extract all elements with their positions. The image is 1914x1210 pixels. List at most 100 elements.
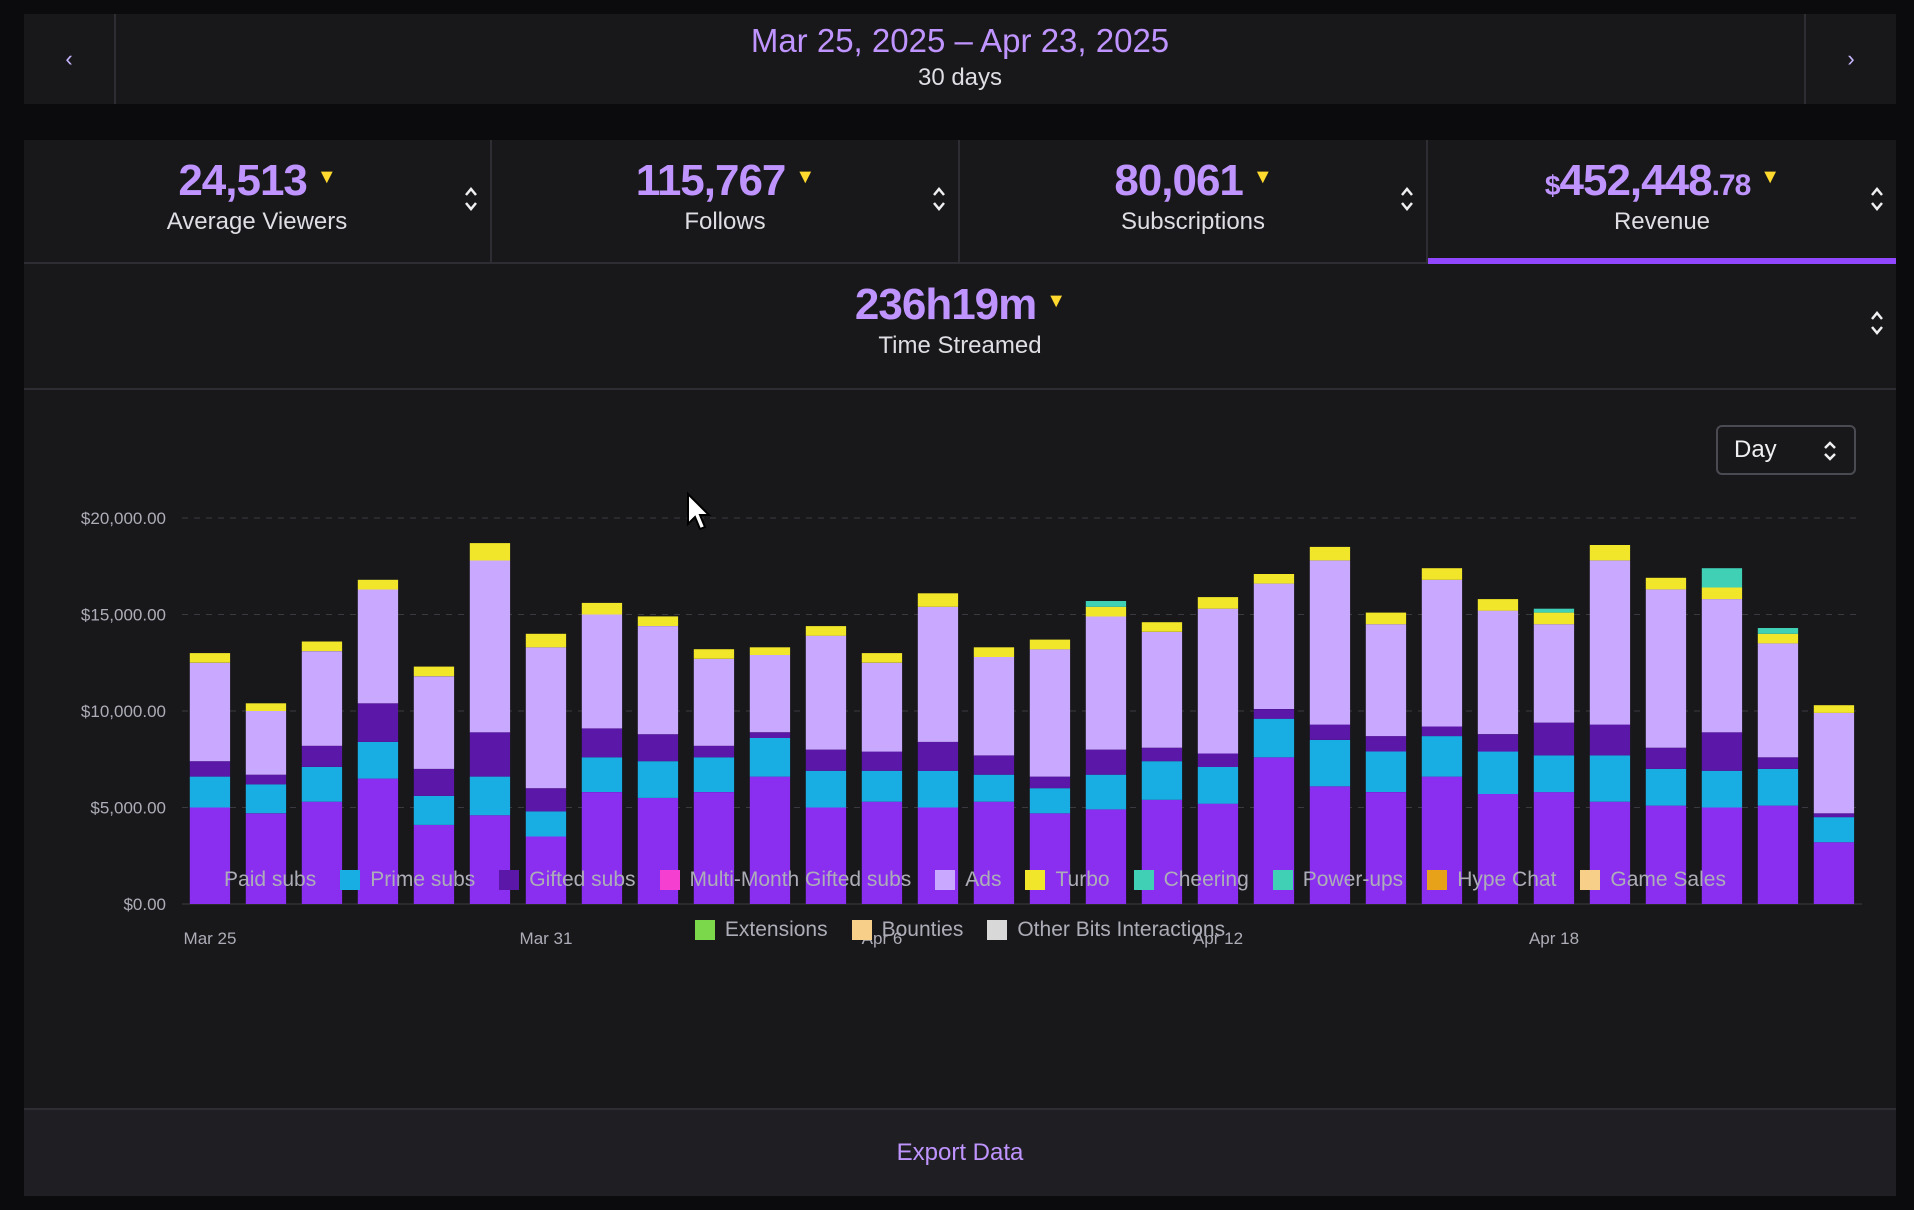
bar-segment xyxy=(1141,622,1183,632)
legend-swatch xyxy=(194,870,215,890)
legend-item[interactable]: Other Bits Interactions xyxy=(987,918,1225,942)
bar-segment xyxy=(1813,712,1855,814)
legend-label: Paid subs xyxy=(224,868,317,891)
bar-segment xyxy=(1197,803,1239,904)
stat-revenue[interactable]: $452,448.78 ▼ Revenue xyxy=(1428,140,1896,264)
caret-down-icon: ▼ xyxy=(795,166,815,188)
bar-segment xyxy=(1813,842,1855,904)
bar-segment xyxy=(357,741,399,779)
legend-item[interactable]: Extensions xyxy=(694,918,828,942)
bar-segment xyxy=(749,776,791,904)
stat-average-viewers[interactable]: 24,513 ▼ Average Viewers xyxy=(24,140,492,262)
bar-segment xyxy=(973,657,1015,756)
sort-icon[interactable] xyxy=(1870,308,1884,338)
bar-segment xyxy=(1813,813,1855,818)
legend-item[interactable]: Ads xyxy=(935,868,1001,892)
bar-segment xyxy=(1421,726,1463,737)
bar-segment xyxy=(693,649,735,659)
sort-icon[interactable] xyxy=(464,184,478,214)
legend-item[interactable]: Paid subs xyxy=(194,868,316,892)
bar-segment xyxy=(1589,545,1631,561)
bar-segment xyxy=(245,711,287,775)
sort-icon[interactable] xyxy=(932,184,946,214)
stat-label: Follows xyxy=(684,208,766,235)
legend-item[interactable]: Bounties xyxy=(851,918,964,942)
sort-icon[interactable] xyxy=(1400,184,1414,214)
bar-segment xyxy=(805,749,847,771)
bar-segment xyxy=(973,801,1015,904)
stat-time-streamed[interactable]: 236h19m ▼ Time Streamed xyxy=(24,264,1896,390)
bar-segment xyxy=(1589,755,1631,802)
y-tick-label: $10,000.00 xyxy=(81,702,166,721)
x-tick-label: Mar 31 xyxy=(520,929,573,948)
legend-item[interactable]: Turbo xyxy=(1025,868,1110,892)
export-data-button[interactable]: Export Data xyxy=(24,1108,1896,1196)
stat-label: Subscriptions xyxy=(1120,208,1266,235)
legend-item[interactable]: Gifted subs xyxy=(499,868,636,892)
legend-label: Ads xyxy=(965,868,1002,891)
bar-segment xyxy=(469,560,511,733)
bar-segment xyxy=(1309,740,1351,787)
stat-value: $452,448.78 ▼ xyxy=(1544,156,1780,205)
bar-segment xyxy=(1197,753,1239,767)
legend-item[interactable]: Cheering xyxy=(1133,868,1249,892)
legend-item[interactable]: Game Sales xyxy=(1580,868,1726,892)
bar-segment xyxy=(1365,624,1407,737)
bar-segment xyxy=(1645,805,1687,904)
bar-segment xyxy=(917,606,959,742)
legend-item[interactable]: Power-ups xyxy=(1272,868,1404,892)
date-range-label: Mar 25, 2025 – Apr 23, 2025 xyxy=(750,22,1170,59)
stat-subscriptions[interactable]: 80,061 ▼ Subscriptions xyxy=(960,140,1428,262)
bar-segment xyxy=(1701,732,1743,771)
bar-segment xyxy=(1533,722,1575,756)
next-period-button[interactable]: › xyxy=(1804,14,1896,104)
bar-segment xyxy=(1813,817,1855,843)
bar-segment xyxy=(861,662,903,752)
bar-segment xyxy=(581,614,623,729)
bar-segment xyxy=(581,792,623,904)
bar-segment xyxy=(1645,589,1687,748)
stat-follows[interactable]: 115,767 ▼ Follows xyxy=(492,140,960,262)
sort-icon[interactable] xyxy=(1870,184,1884,214)
bar-segment xyxy=(1645,768,1687,806)
bar-segment xyxy=(1645,577,1687,590)
bar-segment xyxy=(805,807,847,904)
bar-segment xyxy=(861,751,903,771)
legend-swatch xyxy=(340,870,361,890)
bar-segment xyxy=(1701,770,1743,808)
bar-segment xyxy=(1421,579,1463,727)
bar-segment xyxy=(1589,560,1631,725)
interval-select[interactable]: Day xyxy=(1716,425,1856,475)
bar-segment xyxy=(1253,574,1295,584)
stat-value: 24,513 ▼ xyxy=(178,156,336,205)
bar-segment xyxy=(1141,747,1183,762)
legend-label: Power-ups xyxy=(1302,868,1404,891)
legend-item[interactable]: Hype Chat xyxy=(1427,868,1556,892)
bar-segment xyxy=(189,662,231,762)
bar-segment xyxy=(1645,747,1687,769)
date-range-bar: ‹ Mar 25, 2025 – Apr 23, 2025 30 days › xyxy=(24,14,1896,104)
legend-swatch xyxy=(1427,870,1448,890)
legend-item[interactable]: Multi-Month Gifted subs xyxy=(659,868,911,892)
bar-segment xyxy=(525,647,567,789)
bar-segment xyxy=(1029,776,1071,789)
date-range-days: 30 days xyxy=(917,64,1003,91)
x-tick-label: Apr 12 xyxy=(1193,929,1243,948)
bar-segment xyxy=(1029,788,1071,814)
bar-segment xyxy=(637,734,679,762)
bar-segment xyxy=(1085,606,1127,617)
bar-segment xyxy=(1141,761,1183,800)
bar-segment xyxy=(1365,736,1407,752)
bar-segment xyxy=(1477,610,1519,735)
bar-segment xyxy=(917,593,959,607)
chart-plot: $0.00 $5,000.00 $10,000.00 $15,000.00 $20,00… xyxy=(81,509,1862,948)
bar-segment xyxy=(1197,608,1239,754)
previous-period-button[interactable]: ‹ xyxy=(24,14,116,104)
legend-label: Bounties xyxy=(881,918,964,941)
stat-label: Revenue xyxy=(1613,208,1711,235)
legend-label: Game Sales xyxy=(1610,868,1726,891)
legend-item[interactable]: Prime subs xyxy=(340,868,475,892)
bar-segment xyxy=(1365,792,1407,904)
legend-swatch xyxy=(1133,870,1154,890)
legend-label: Prime subs xyxy=(370,868,476,891)
